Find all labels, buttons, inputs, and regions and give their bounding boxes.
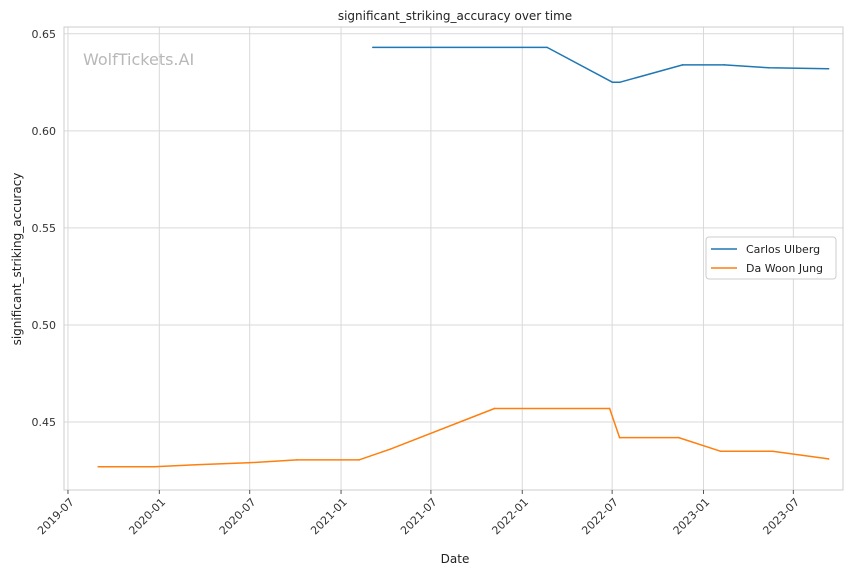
data-point-da-woon-jung — [677, 436, 680, 439]
data-point-da-woon-jung — [493, 407, 496, 410]
legend-label-carlos-ulberg: Carlos Ulberg — [746, 243, 820, 256]
data-point-da-woon-jung — [618, 436, 621, 439]
data-point-carlos-ulberg — [827, 67, 830, 70]
data-point-carlos-ulberg — [723, 64, 726, 66]
data-point-da-woon-jung — [719, 450, 722, 452]
data-point-da-woon-jung — [97, 465, 100, 468]
data-point-carlos-ulberg — [681, 64, 684, 66]
data-point-da-woon-jung — [389, 448, 391, 451]
data-point-da-woon-jung — [608, 407, 611, 410]
data-point-da-woon-jung — [296, 459, 298, 461]
chart-title: significant_striking_accuracy over time — [338, 9, 572, 23]
data-point-carlos-ulberg — [611, 81, 614, 84]
y-tick-label: 0.65 — [32, 28, 57, 41]
y-tick-label: 0.55 — [32, 222, 57, 235]
data-point-da-woon-jung — [153, 465, 155, 468]
data-point-carlos-ulberg — [546, 46, 548, 49]
legend-box — [705, 236, 837, 280]
y-tick-label: 0.50 — [32, 319, 57, 332]
data-point-carlos-ulberg — [768, 66, 770, 69]
data-point-da-woon-jung — [195, 463, 197, 466]
data-point-carlos-ulberg — [618, 81, 621, 84]
watermark: WolfTickets.AI — [83, 50, 194, 69]
data-point-da-woon-jung — [247, 462, 249, 464]
legend-label-da-woon-jung: Da Woon Jung — [746, 262, 823, 275]
legend: Carlos Ulberg Da Woon Jung — [705, 236, 837, 280]
y-tick-label: 0.45 — [32, 416, 57, 429]
series-line-da-woon-jung — [98, 407, 829, 468]
data-point-da-woon-jung — [771, 450, 774, 452]
series-line-carlos-ulberg — [372, 46, 829, 84]
plot-frame — [63, 26, 844, 491]
y-tick-label: 0.60 — [32, 125, 57, 138]
x-axis-label: Date — [441, 552, 470, 566]
data-point-da-woon-jung — [827, 458, 830, 460]
data-point-carlos-ulberg — [372, 46, 374, 49]
series-lines — [97, 46, 830, 468]
data-point-da-woon-jung — [358, 459, 360, 461]
y-axis-label: significant_striking_accuracy — [10, 173, 24, 346]
